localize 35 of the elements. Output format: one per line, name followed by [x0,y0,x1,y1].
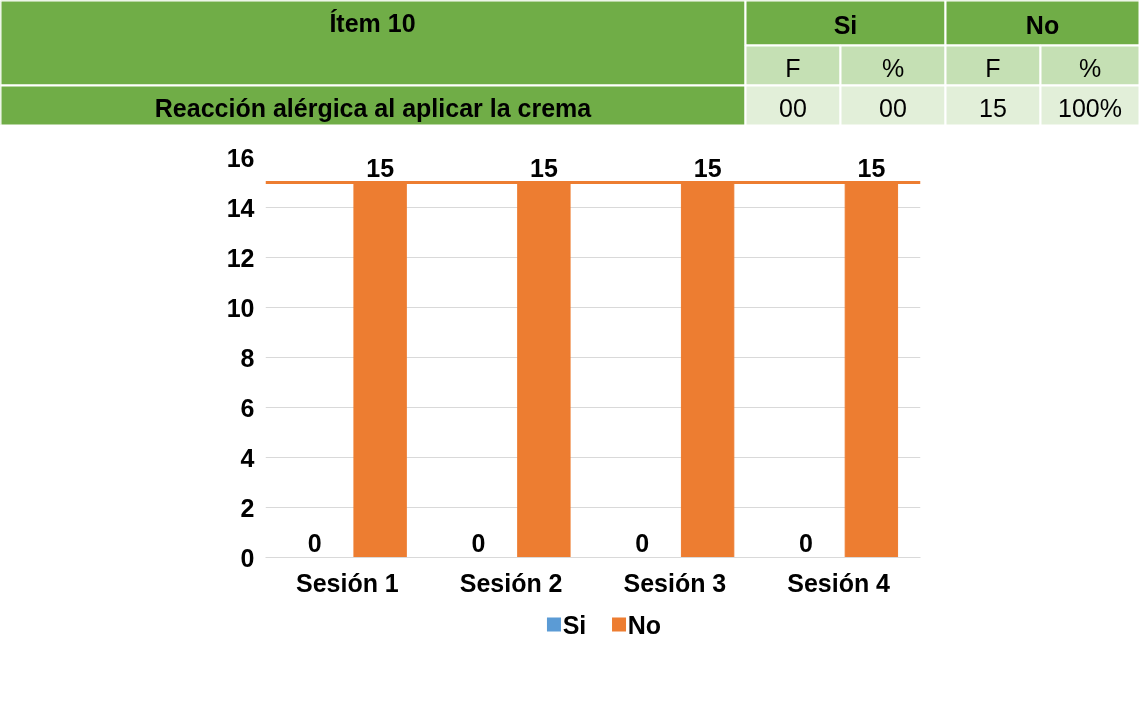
data-label: 15 [366,153,395,182]
text: F [785,53,801,82]
y-tick-label: 2 [240,493,255,522]
legend-label: No [627,610,662,639]
text: F [985,53,1001,82]
legend-label: Si [562,610,587,639]
y-tick-label: 16 [226,143,255,172]
data-label: 15 [857,153,886,182]
text: 15 [979,93,1007,122]
y-tick-label: 0 [240,543,255,572]
data-label: 15 [693,153,722,182]
data-label: 0 [635,528,650,557]
x-tick-label: Sesión 3 [623,568,727,597]
text: % [881,53,905,82]
y-tick-label: 4 [240,443,255,472]
data-label: 0 [471,528,486,557]
text: 100% [1058,93,1122,122]
text: % [1078,53,1102,82]
data-label: 15 [529,153,558,182]
text: Si [833,11,858,39]
text: Ítem 10 [329,8,416,37]
y-tick-label: 10 [226,293,255,322]
y-tick-label: 14 [226,193,255,222]
text: No [1025,11,1060,39]
x-tick-label: Sesión 1 [295,568,399,597]
text: Reacción alérgica al aplicar la crema [154,93,593,122]
data-label: 0 [307,528,322,557]
text: 00 [779,93,807,122]
y-tick-label: 8 [240,343,255,372]
x-tick-label: Sesión 4 [787,568,891,597]
y-tick-label: 6 [240,393,255,422]
text: 00 [879,93,907,122]
y-tick-label: 12 [226,243,255,272]
x-tick-label: Sesión 2 [459,568,563,597]
data-label: 0 [798,528,813,557]
